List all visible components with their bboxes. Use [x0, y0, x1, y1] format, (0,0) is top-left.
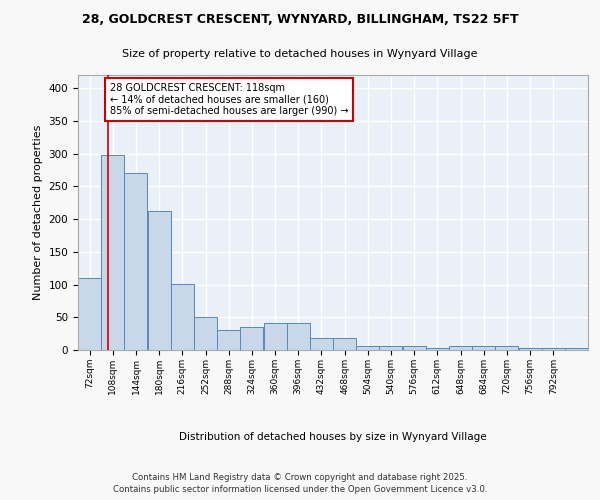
Bar — [171, 284, 194, 350]
Text: Size of property relative to detached houses in Wynyard Village: Size of property relative to detached ho… — [122, 49, 478, 58]
Bar — [496, 346, 518, 350]
Text: Distribution of detached houses by size in Wynyard Village: Distribution of detached houses by size … — [179, 432, 487, 442]
Bar — [403, 346, 425, 350]
Bar — [472, 346, 495, 350]
Bar — [124, 173, 148, 350]
Bar — [565, 348, 588, 350]
Bar — [263, 323, 287, 350]
Text: 28 GOLDCREST CRESCENT: 118sqm
← 14% of detached houses are smaller (160)
85% of : 28 GOLDCREST CRESCENT: 118sqm ← 14% of d… — [110, 83, 348, 116]
Bar — [78, 278, 101, 350]
Bar — [356, 346, 379, 350]
Bar — [449, 346, 472, 350]
Bar — [194, 316, 217, 350]
Bar — [333, 338, 356, 350]
Bar — [518, 348, 542, 350]
Bar — [310, 338, 333, 350]
Bar — [101, 155, 124, 350]
Bar — [426, 348, 449, 350]
Text: Contains public sector information licensed under the Open Government Licence v3: Contains public sector information licen… — [113, 485, 487, 494]
Bar — [241, 327, 263, 350]
Bar — [217, 330, 240, 350]
Bar — [542, 348, 565, 350]
Bar — [287, 323, 310, 350]
Bar — [379, 346, 403, 350]
Y-axis label: Number of detached properties: Number of detached properties — [33, 125, 43, 300]
Bar — [148, 210, 170, 350]
Text: Contains HM Land Registry data © Crown copyright and database right 2025.: Contains HM Land Registry data © Crown c… — [132, 472, 468, 482]
Text: 28, GOLDCREST CRESCENT, WYNYARD, BILLINGHAM, TS22 5FT: 28, GOLDCREST CRESCENT, WYNYARD, BILLING… — [82, 13, 518, 26]
